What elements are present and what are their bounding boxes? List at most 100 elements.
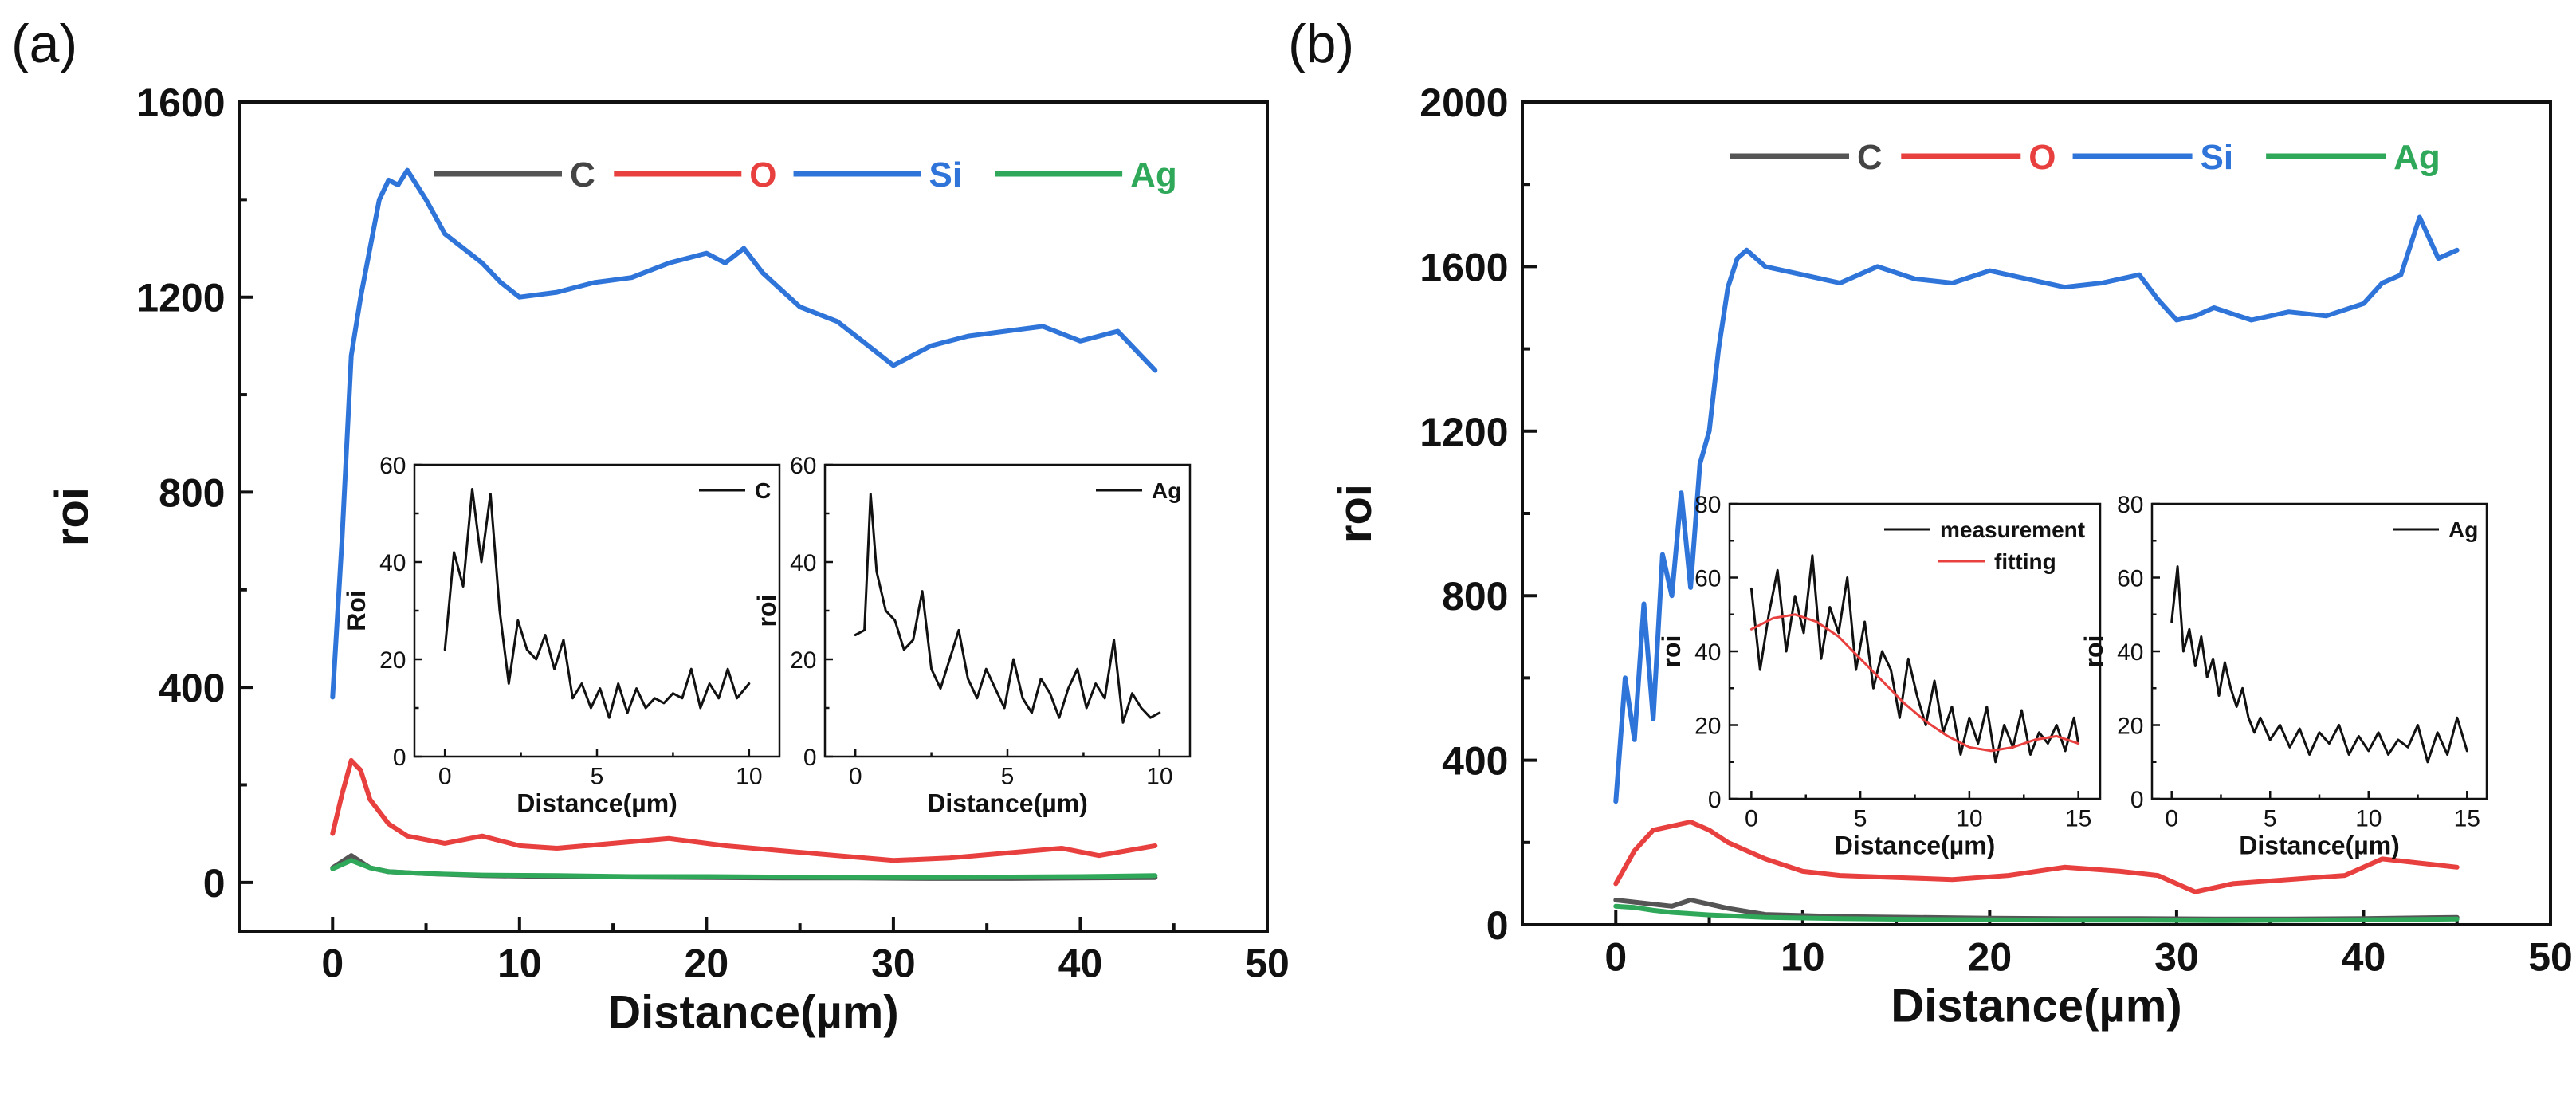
chart-b-xtick-label: 50	[2528, 935, 2573, 980]
inset-a-right-ytick-label: 40	[790, 550, 816, 576]
panel-label-b: (b)	[1288, 14, 1354, 74]
inset-a-left-xtick-label: 5	[591, 764, 604, 790]
inset-b-left-xtick-label: 10	[1956, 806, 1982, 832]
chart-a-ytick-label: 1600	[136, 81, 225, 125]
chart-b-ytick-label: 800	[1442, 574, 1508, 619]
chart-a-ytick-label: 0	[203, 861, 226, 906]
inset-a-left-xtick-label: 0	[438, 764, 452, 790]
legend-label-si: Si	[2201, 138, 2234, 177]
legend-label-c: C	[570, 155, 595, 195]
chart-a-ylabel: roi	[46, 487, 98, 546]
inset-b-left-ytick-label: 20	[1694, 713, 1721, 739]
chart-a-xtick-label: 50	[1245, 942, 1290, 986]
inset-a-right: 0 5 10 0 20 40 60 Distance(µm) roi Ag	[752, 453, 1192, 818]
inset-b-right-xtick-label: 5	[2264, 806, 2277, 832]
chart-b-ytick-label: 0	[1486, 903, 1509, 948]
inset-b-right-ylabel: roi	[2079, 635, 2108, 668]
inset-a-right-ylabel: roi	[752, 595, 781, 627]
legend-label-o: O	[2028, 138, 2056, 177]
inset-b-right-ytick-label: 60	[2117, 565, 2143, 592]
inset-b-right-ytick-label: 20	[2117, 713, 2143, 739]
legend-label-ag: Ag	[2393, 138, 2441, 177]
chart-b-series-o	[1613, 820, 2460, 894]
inset-a-right-ytick-label: 20	[790, 647, 816, 674]
chart-a-xlabel: Distance(µm)	[607, 986, 898, 1038]
chart-a-series-si	[330, 167, 1158, 700]
inset-a-left-xtick-label: 10	[736, 764, 762, 790]
chart-a-ytick-label: 1200	[136, 276, 225, 320]
inset-b-left-xtick-label: 5	[1854, 806, 1867, 832]
inset-b-right-ytick-label: 0	[2130, 787, 2144, 813]
inset-b-right: 0 5 10 15 0 20 40 60 80 Distance(µm) roi Ag	[2079, 492, 2488, 860]
legend-label-si: Si	[929, 155, 963, 195]
inset-b-left-xlabel: Distance(µm)	[1835, 832, 1996, 860]
chart-b-xtick-label: 10	[1781, 935, 1825, 980]
inset-b-right-legend-label-Ag: Ag	[2448, 517, 2478, 542]
inset-b-left: 0 5 10 15 0 20 40 60 80 Distance(µm) roi measuremen…	[1657, 492, 2102, 860]
legend-label-ag: Ag	[1130, 155, 1177, 195]
inset-a-left-ytick-label: 0	[393, 745, 406, 771]
chart-b-series-ag	[1613, 903, 2460, 923]
inset-a-left-ytick-label: 60	[379, 453, 406, 479]
inset-a-right-xtick-label: 10	[1146, 764, 1172, 790]
inset-b-left-legend-label-fitting: fitting	[1994, 549, 2056, 574]
chart-b-xtick-label: 0	[1604, 935, 1627, 980]
chart-a-legend: C O Si Ag	[434, 155, 1177, 195]
inset-b-left-series-measurement	[1749, 554, 2080, 764]
inset-b-left-ytick-label: 0	[1708, 787, 1722, 813]
inset-a-left-series-c	[443, 488, 751, 719]
inset-a-right-legend-label-Ag: Ag	[1152, 478, 1181, 503]
inset-a-left-xlabel: Distance(µm)	[516, 789, 677, 818]
inset-a-left-legend-label-C: C	[755, 478, 771, 503]
chart-b-xtick-label: 40	[2342, 935, 2386, 980]
chart-b-ytick-label: 400	[1442, 739, 1508, 784]
inset-b-left-ytick-label: 80	[1694, 492, 1721, 518]
chart-a-frame	[238, 100, 1269, 933]
chart-b-ytick-label: 2000	[1420, 81, 1508, 125]
inset-b-left-ytick-label: 40	[1694, 639, 1721, 666]
chart-a-series-o	[330, 757, 1158, 863]
inset-a-right-xtick-label: 5	[1001, 764, 1015, 790]
inset-b-left-xtick-label: 15	[2065, 806, 2091, 832]
inset-b-right-series-ag	[2170, 565, 2468, 764]
chart-a-xtick-label: 10	[497, 942, 542, 986]
inset-b-left-ytick-label: 60	[1694, 565, 1721, 592]
inset-b-left-legend-label-measurement: measurement	[1940, 517, 2085, 542]
chart-b-legend: C O Si Ag	[1730, 138, 2441, 177]
inset-b-right-xtick-label: 10	[2355, 806, 2382, 832]
chart-a-ytick-label: 400	[159, 666, 225, 710]
chart-b-xtick-label: 30	[2154, 935, 2199, 980]
inset-a-left-ylabel: Roi	[342, 590, 371, 631]
inset-b-left-ylabel: roi	[1657, 635, 1686, 668]
inset-b-right-xtick-label: 15	[2454, 806, 2480, 832]
inset-b-left-xtick-label: 0	[1745, 806, 1758, 832]
panel-label-a: (a)	[11, 14, 77, 74]
chart-a-xtick-label: 20	[685, 942, 729, 986]
inset-b-right-xtick-label: 0	[2165, 806, 2178, 832]
chart-b-series-si	[1613, 214, 2460, 804]
chart-a-xtick-label: 0	[321, 942, 344, 986]
inset-a-right-xlabel: Distance(µm)	[927, 789, 1088, 818]
chart-b: 0 10 20 30 40 500400800120016002000Distance(µ…	[1329, 81, 2573, 1032]
chart-a-xtick-label: 40	[1058, 942, 1103, 986]
inset-a-left-ytick-label: 20	[379, 647, 406, 674]
legend-label-c: C	[1857, 138, 1883, 177]
chart-b-ylabel: roi	[1329, 484, 1381, 543]
inset-b-right-ytick-label: 80	[2117, 492, 2143, 518]
legend-label-o: O	[749, 155, 776, 195]
chart-b-ytick-label: 1200	[1420, 410, 1508, 454]
chart-a-xtick-label: 30	[871, 942, 916, 986]
inset-b-left-series-fitting	[1749, 613, 2080, 753]
inset-a-left-background	[414, 465, 779, 757]
inset-a-right-background	[825, 465, 1190, 757]
chart-b-xlabel: Distance(µm)	[1891, 980, 2181, 1032]
chart-a: 0 10 20 30 40 50040080012001600Distance(µm)ro…	[46, 81, 1290, 1038]
inset-b-right-xlabel: Distance(µm)	[2239, 832, 2400, 860]
inset-a-right-xtick-label: 0	[849, 764, 862, 790]
inset-b-right-ytick-label: 40	[2117, 639, 2143, 666]
inset-a-right-series-ag	[854, 493, 1161, 724]
chart-b-xtick-label: 20	[1968, 935, 2012, 980]
chart-b-ytick-label: 1600	[1420, 245, 1508, 289]
inset-b-left-background	[1730, 504, 2100, 799]
